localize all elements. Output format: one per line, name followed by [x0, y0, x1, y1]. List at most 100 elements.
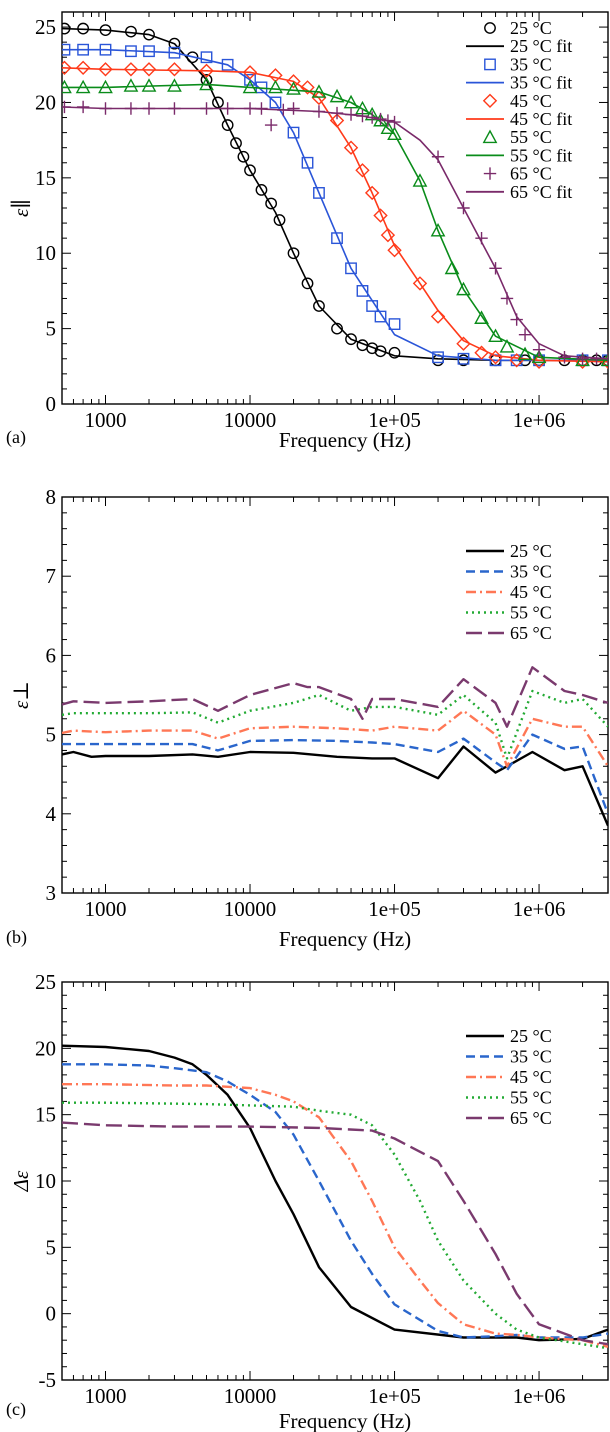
legend-label: 25 °C fit — [510, 36, 572, 56]
series-6-point — [268, 79, 283, 94]
y-tick-label: 20 — [35, 1036, 56, 1060]
series-6-point — [517, 346, 533, 361]
y-tick-label: 15 — [35, 1103, 56, 1127]
series-2-point — [432, 351, 444, 364]
series-1-line — [62, 733, 608, 815]
series-4-point — [456, 336, 471, 351]
series-4-point — [387, 243, 402, 258]
series-0-point — [273, 214, 286, 226]
series-2-line — [62, 1082, 608, 1348]
series-4-point — [123, 62, 139, 77]
legend-label: 65 °C — [510, 623, 552, 643]
x-tick-label: 1000 — [85, 408, 127, 432]
series-2-point — [388, 318, 401, 330]
y-tick-label: 10 — [35, 1169, 56, 1193]
y-tick-label: 15 — [35, 166, 56, 190]
y-tick-label: 20 — [35, 90, 56, 114]
y-tick-label: 25 — [35, 970, 56, 994]
y-tick-label: 6 — [46, 643, 57, 667]
series-4-point — [343, 140, 359, 155]
series-0-point — [212, 96, 224, 109]
series-6-point — [412, 173, 428, 187]
series-0-point — [374, 345, 387, 358]
panel-a: 1000 10000 1e+05 1e+06 0 5 10 15 20 25 Frequency (… — [9, 11, 609, 452]
y-tick-label: 0 — [46, 1302, 57, 1326]
x-tick-label: 1e+06 — [513, 408, 566, 432]
series-4-point — [286, 74, 301, 89]
series-0-point — [388, 346, 401, 359]
x-tick-label: 1000 — [85, 1384, 127, 1408]
series-6-point — [380, 120, 396, 134]
series-0-point — [345, 333, 357, 346]
x-tick-label: 1e+05 — [368, 408, 421, 432]
legend-label: 35 °C — [510, 1047, 552, 1067]
data-area — [62, 22, 608, 369]
series-6-point — [456, 281, 471, 296]
legend-label: 45 °C — [510, 582, 552, 602]
legend-marker — [482, 93, 498, 108]
legend-label: 35 °C — [510, 562, 552, 582]
series-6-point — [123, 78, 139, 92]
series-4-point — [75, 60, 91, 75]
series-6-point — [488, 328, 503, 343]
series-2-point — [287, 126, 300, 139]
x-tick-label: 1e+06 — [513, 897, 566, 921]
x-tick-label: 1e+05 — [368, 897, 421, 921]
series-4-point — [167, 62, 182, 77]
legend-marker — [483, 167, 497, 180]
panel-label-b: (b) — [6, 927, 27, 948]
series-6-point — [430, 222, 446, 237]
series-3-line — [62, 1101, 608, 1350]
series-6-point — [329, 88, 345, 103]
series-2-point — [331, 232, 343, 245]
series-7-line — [62, 83, 608, 362]
series-4-point — [412, 276, 428, 291]
series-4-point — [380, 227, 396, 243]
legend-marker — [482, 129, 498, 144]
series-4-point — [242, 65, 258, 80]
series-0-line — [62, 1044, 608, 1342]
series-0-point — [366, 342, 379, 355]
series-4-point — [268, 68, 283, 83]
series-2-point — [313, 187, 325, 199]
y-tick-label: 5 — [46, 317, 57, 341]
legend-marker — [484, 58, 496, 71]
legend: 25 °C35 °C45 °C55 °C65 °C — [466, 541, 552, 643]
series-0-point — [287, 247, 300, 260]
legend-label: 45 °C — [510, 1067, 552, 1087]
series-4-line — [62, 1121, 608, 1346]
series-8-point — [532, 343, 546, 356]
series-8-point — [264, 118, 278, 132]
legend-label: 55 °C — [510, 127, 552, 147]
legend-label: 25 °C — [510, 18, 552, 38]
series-0-point — [230, 137, 242, 150]
legend: 25 °C35 °C45 °C55 °C65 °C — [466, 1026, 552, 1128]
series-6-point — [444, 260, 460, 275]
data-area — [62, 666, 608, 827]
y-tick-label: 8 — [46, 485, 57, 509]
y-tick-label: 0 — [46, 392, 57, 416]
plot-frame — [61, 496, 609, 894]
legend-label: 65 °C — [510, 164, 552, 184]
x-tick-label: 1e+06 — [513, 1384, 566, 1408]
legend-marker — [484, 22, 496, 34]
series-6-point — [499, 339, 515, 353]
legend-label: 35 °C fit — [510, 73, 572, 93]
legend-label: 65 °C — [510, 1108, 552, 1128]
series-8-point — [518, 328, 532, 341]
series-0-point — [244, 164, 256, 177]
x-tick-label: 1000 — [85, 897, 127, 921]
y-tick-label: 5 — [46, 1235, 57, 1259]
series-8-point — [576, 352, 589, 365]
legend-label: 55 °C fit — [510, 145, 572, 165]
series-8-point — [287, 102, 300, 115]
series-4-point — [62, 60, 72, 75]
legend-label: 65 °C fit — [510, 182, 572, 202]
x-axis-label: Frequency (Hz) — [279, 1409, 411, 1432]
series-0-line — [62, 745, 608, 827]
series-0-point — [237, 150, 250, 163]
x-tick-label: 10000 — [224, 1384, 277, 1408]
panel-c: 1000 10000 1e+05 1e+06 -5 0 5 10 15 20 25 Frequency… — [9, 970, 609, 1432]
